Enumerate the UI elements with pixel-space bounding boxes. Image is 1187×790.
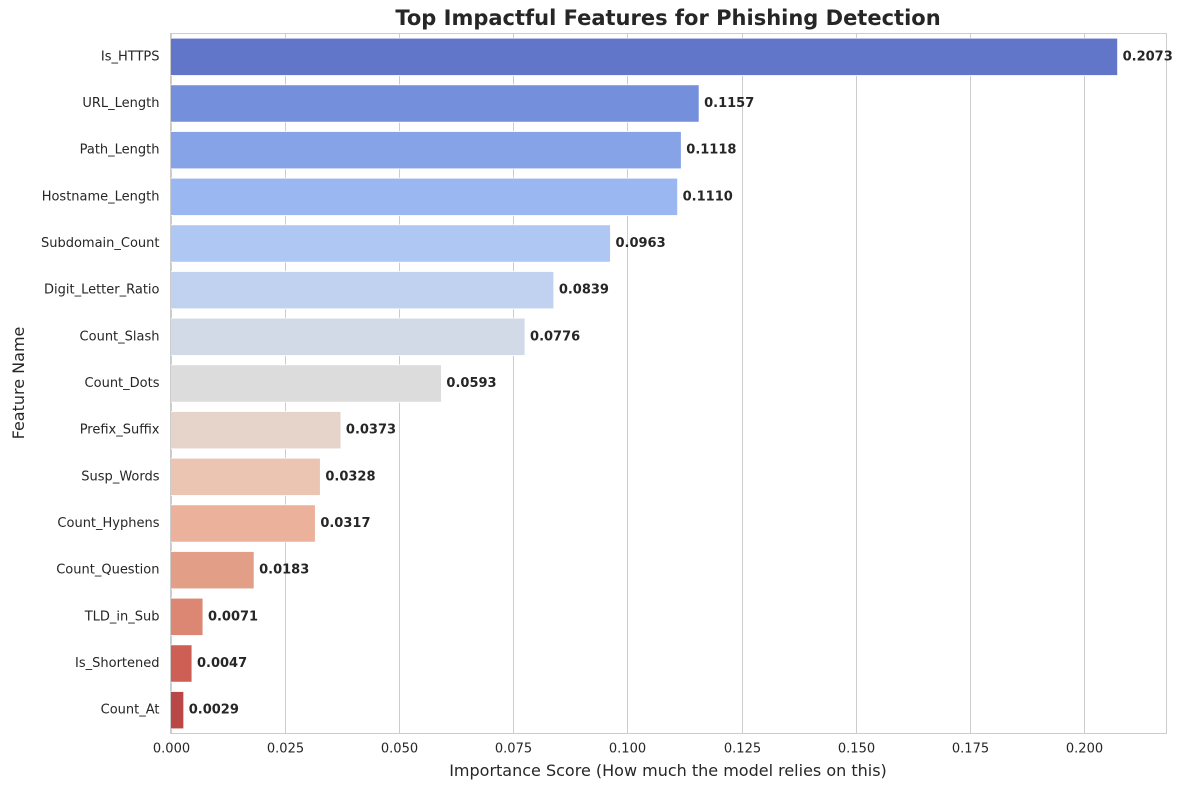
bar-value-label: 0.0047 [197,656,247,671]
bars [170,37,1119,730]
bar-value-label: 0.2073 [1123,49,1173,64]
x-tick-label: 0.075 [495,742,532,757]
bar [170,551,255,590]
y-tick-label: Susp_Words [81,469,159,484]
y-axis-label: Feature Name [9,327,28,440]
bar-value-label: 0.0071 [208,609,258,624]
y-tick-label: Prefix_Suffix [80,423,160,438]
bar [170,84,700,123]
bar-value-label: 0.0183 [259,563,309,578]
bar-value-label: 0.0373 [346,423,396,438]
bar [170,691,185,730]
bar [170,224,611,263]
x-tick-label: 0.025 [267,742,304,757]
y-tick-label: Hostname_Length [42,189,160,204]
y-tick-label: Is_Shortened [75,656,159,671]
bar-value-label: 0.0839 [559,283,609,298]
bar [170,644,193,683]
y-tick-label: Subdomain_Count [41,236,160,251]
y-tick-label: Count_Question [56,563,159,578]
bar [170,37,1119,76]
data-labels: 0.2073 0.1157 0.1118 0.1110 0.0963 0.0839 0.07… [189,49,1173,717]
x-tick-label: 0.000 [153,742,190,757]
bar-value-label: 0.0776 [530,329,580,344]
x-axis-label: Importance Score (How much the model rel… [449,761,887,780]
x-tick-label: 0.050 [381,742,418,757]
bar [170,504,316,543]
y-tick-label: Path_Length [80,143,160,158]
x-tick-label: 0.100 [609,742,646,757]
x-tick-label: 0.150 [838,742,875,757]
bar [170,271,555,310]
bar [170,457,321,496]
bar-value-label: 0.0328 [325,469,375,484]
y-tick-label: Is_HTTPS [101,49,160,64]
bar-value-label: 0.0593 [446,376,496,391]
bar [170,597,204,636]
y-tick-label: Count_Hyphens [57,516,159,531]
bar-value-label: 0.1118 [686,143,736,158]
bar-value-label: 0.0317 [320,516,370,531]
x-tick-label: 0.200 [1066,742,1103,757]
bar-value-label: 0.1157 [704,96,754,111]
chart-title: Top Impactful Features for Phishing Dete… [395,6,940,30]
x-tick-labels: 0.000 0.025 0.050 0.075 0.100 0.125 0.150 0.175… [153,742,1103,757]
bar-value-label: 0.0029 [189,703,239,718]
y-tick-label: Count_At [101,703,160,718]
bar-value-label: 0.1110 [683,189,733,204]
bar [170,131,682,170]
bar [170,317,526,356]
x-tick-label: 0.125 [724,742,761,757]
bar [170,411,342,450]
y-tick-label: Count_Dots [85,376,160,391]
y-tick-labels: Is_HTTPS URL_Length Path_Length Hostname_Le… [41,49,160,717]
bar [170,177,679,216]
y-tick-label: TLD_in_Sub [84,609,160,624]
bar-value-label: 0.0963 [615,236,665,251]
bar [170,364,442,403]
y-tick-label: Digit_Letter_Ratio [44,283,160,298]
y-tick-label: URL_Length [82,96,159,111]
x-tick-label: 0.175 [952,742,989,757]
y-tick-label: Count_Slash [80,329,160,344]
plot-frame [170,33,1167,734]
